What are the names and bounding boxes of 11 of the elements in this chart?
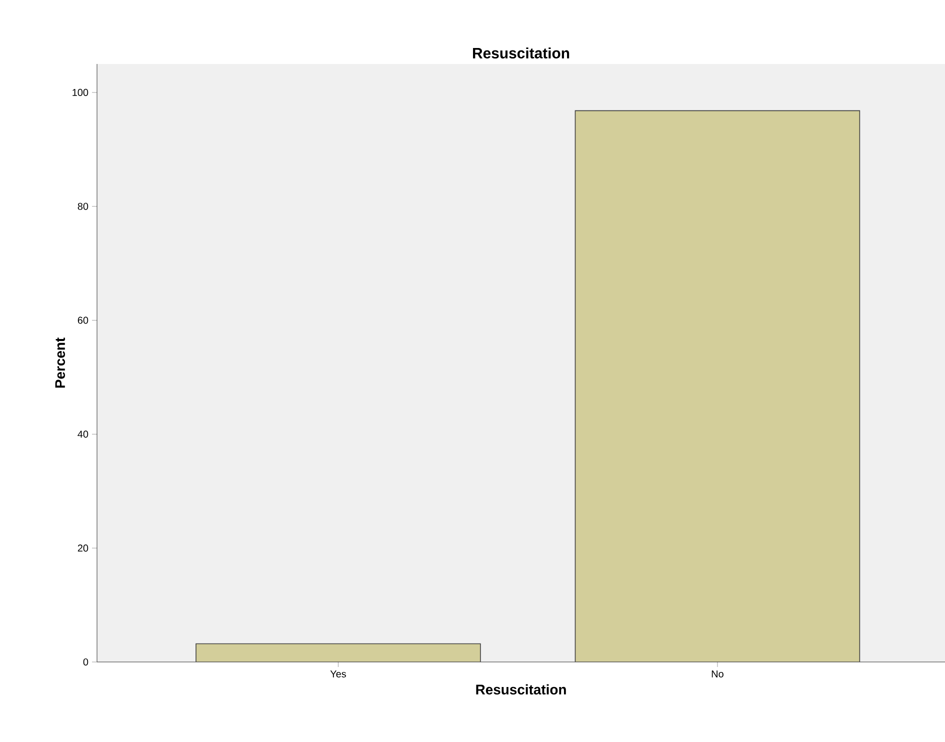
x-tick-label: Yes — [330, 670, 346, 678]
y-tick-label: 20 — [78, 544, 88, 552]
y-tick-label: 60 — [78, 316, 88, 324]
y-tick-label: 80 — [78, 202, 88, 210]
x-tick-label: No — [712, 670, 724, 678]
chart-title: Resuscitation — [473, 48, 570, 58]
x-axis-title: Resuscitation — [476, 684, 566, 695]
y-axis-title: Percent — [55, 338, 66, 388]
y-tick-label: 100 — [72, 88, 88, 96]
y-tick-label: 0 — [83, 658, 88, 666]
y-tick-label: 40 — [78, 430, 88, 438]
